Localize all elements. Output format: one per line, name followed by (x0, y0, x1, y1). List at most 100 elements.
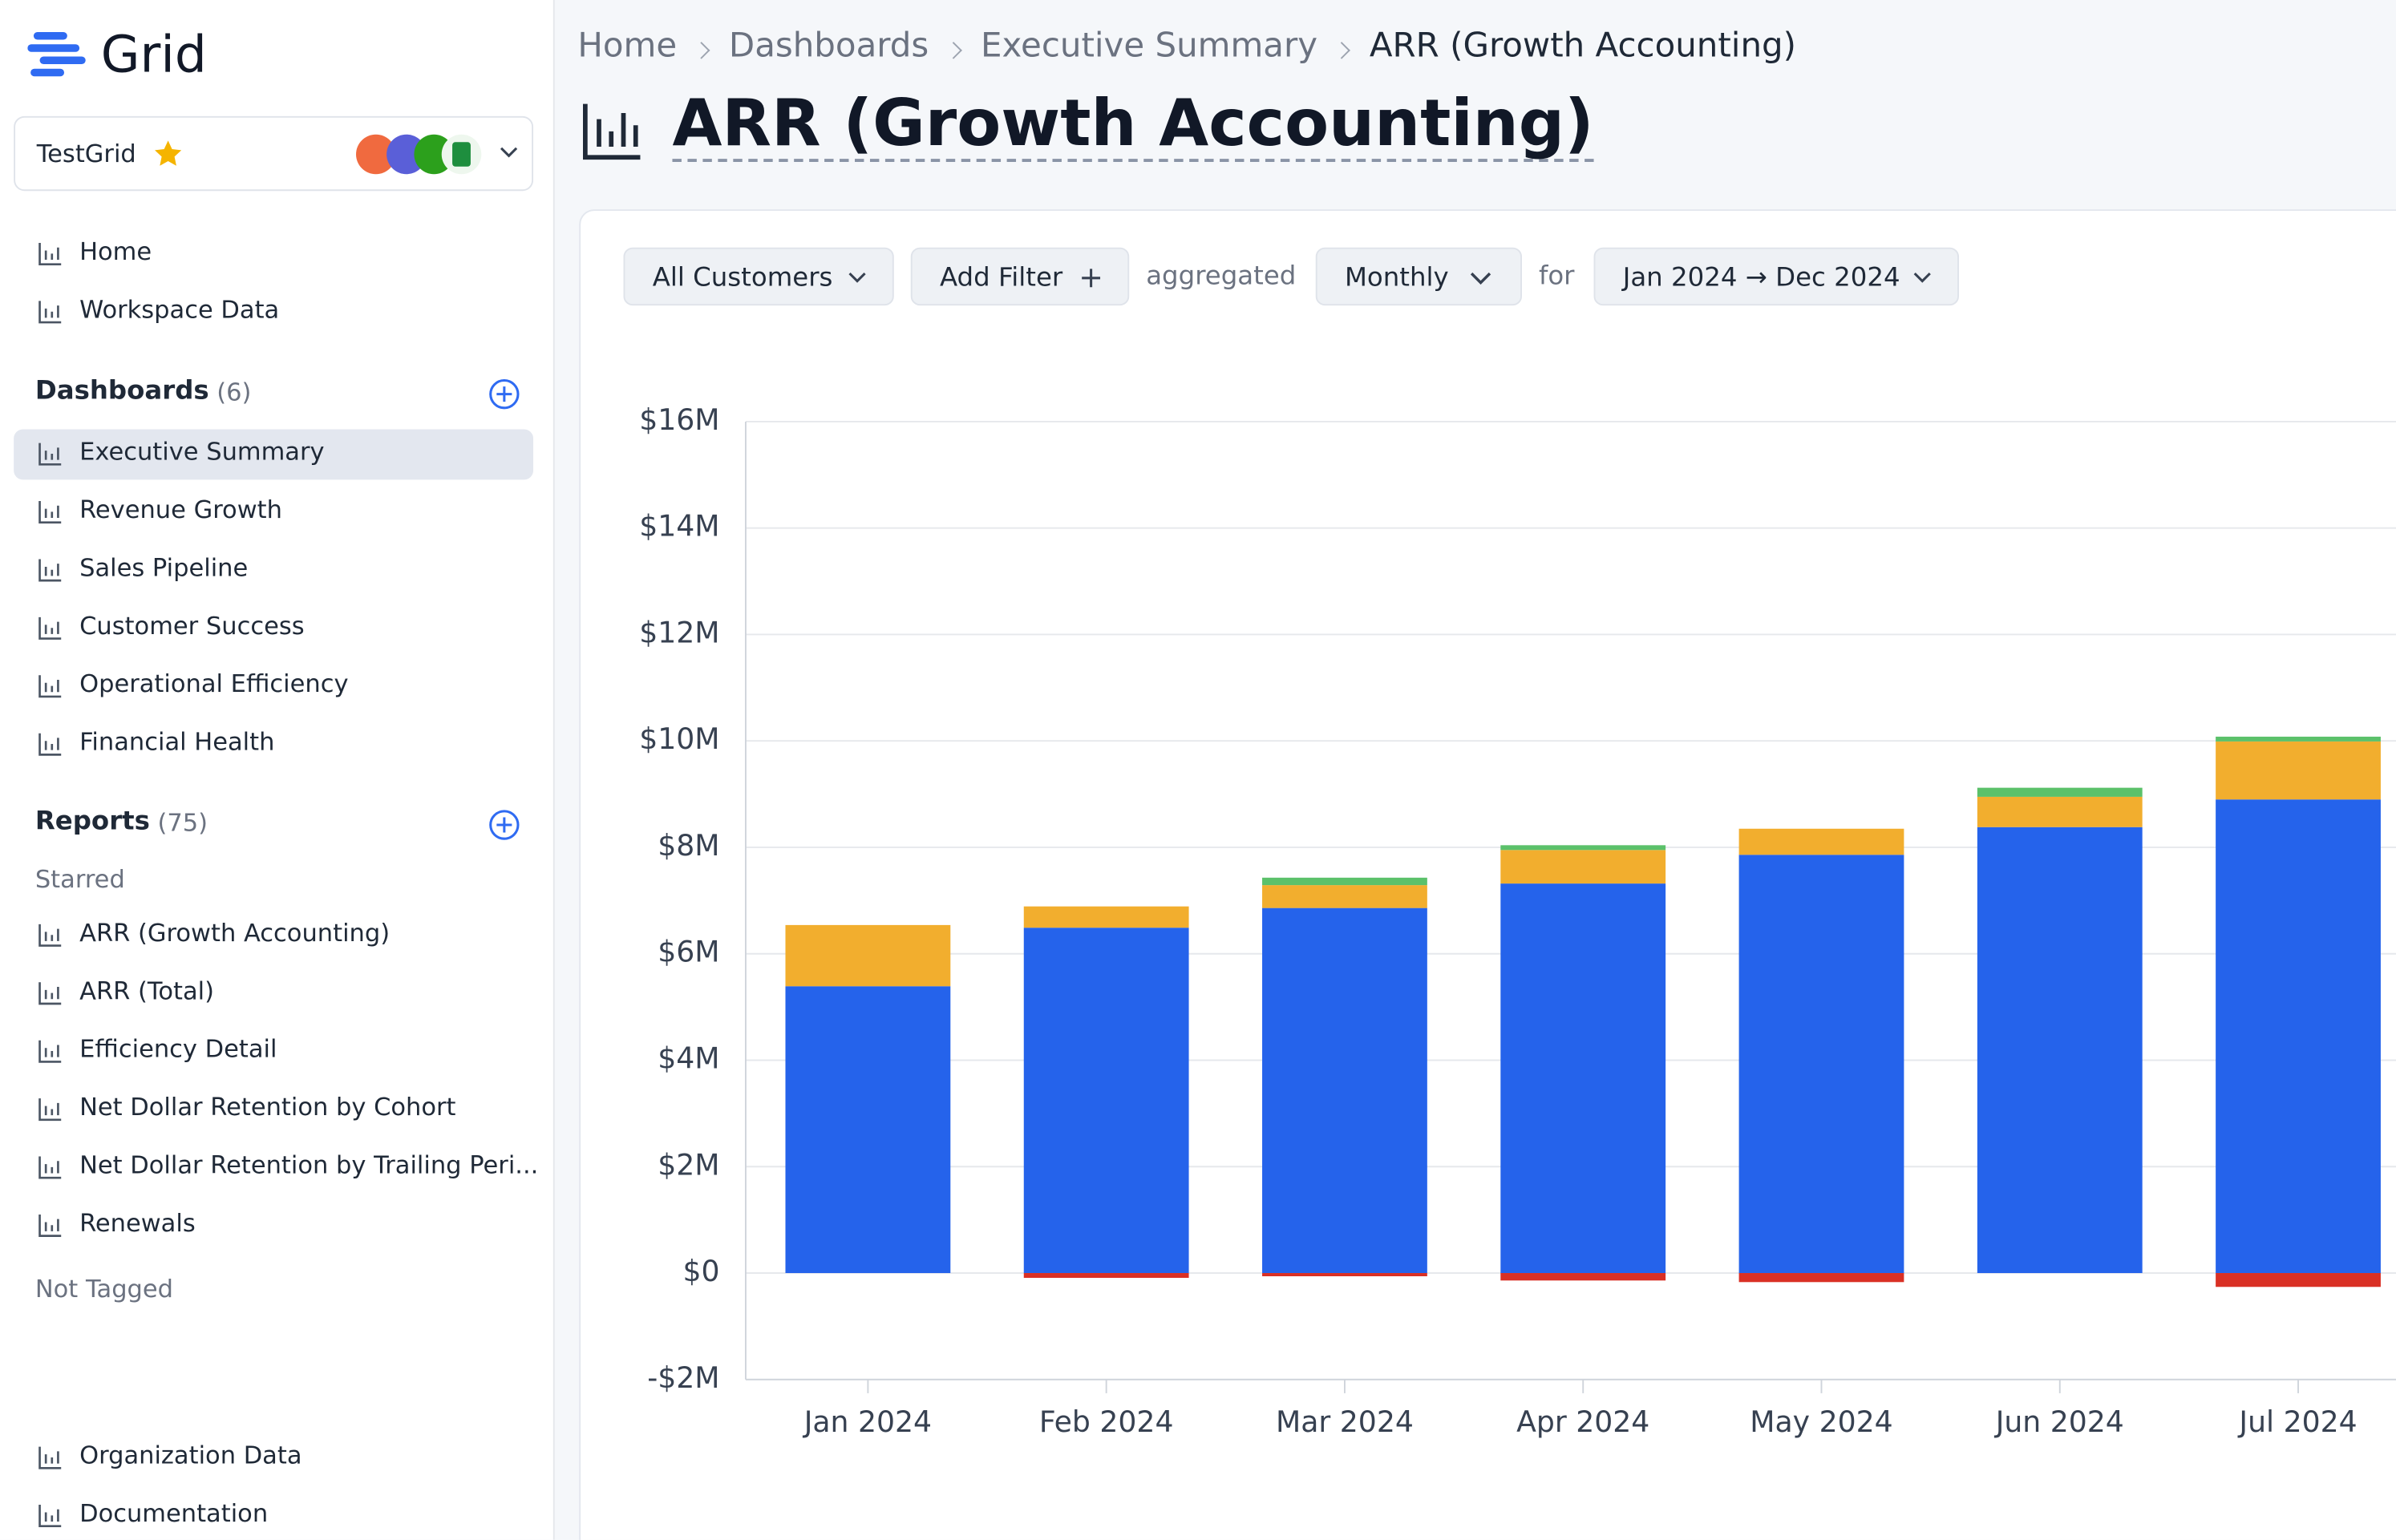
section-title: Reports (34, 806, 150, 838)
star-icon (155, 140, 182, 166)
nav-item[interactable]: ARR (Growth Accounting) (79, 918, 391, 948)
bar-segment (1500, 883, 1666, 1274)
chevron (848, 273, 866, 283)
section-count: (6) (217, 377, 252, 406)
breadcrumb-item: ARR (Growth Accounting) (1369, 27, 1797, 66)
bar-segment (2216, 736, 2381, 742)
logo-icon (27, 32, 86, 77)
breadcrumb-item[interactable]: Dashboards (728, 27, 929, 66)
group-label[interactable]: Starred (34, 864, 125, 894)
sidebar: Grid TestGrid Home Workspace Data Dashboar… (0, 0, 555, 1540)
nav-icon (38, 1156, 62, 1179)
bar-segment (1977, 787, 2143, 797)
aggregated-label: aggregated (1146, 261, 1297, 292)
x-tick-label: Jul 2024 (2237, 1405, 2357, 1439)
chevron (500, 147, 518, 158)
nav-item[interactable]: Customer Success (79, 611, 305, 641)
bar-segment (1262, 1273, 1427, 1276)
chevron (1913, 273, 1931, 283)
nav-item[interactable]: Sales Pipeline (79, 552, 249, 583)
nav-item[interactable]: Net Dollar Retention by Cohort (79, 1092, 456, 1122)
for-label: for (1538, 261, 1575, 292)
plus-icon (1082, 269, 1101, 288)
x-tick-label: Jun 2024 (1994, 1405, 2124, 1439)
nav-icon (38, 982, 62, 1005)
nav-icon (38, 616, 62, 640)
nav-item[interactable]: Operational Efficiency (79, 669, 349, 698)
nav-icon (38, 924, 62, 947)
workspace-name: TestGrid (36, 139, 136, 168)
bar-segment (1977, 827, 2143, 1274)
nav-icon (38, 1214, 62, 1237)
nav-icon (38, 1098, 62, 1122)
period-select[interactable]: Monthly (1315, 247, 1522, 306)
nav-icon (38, 1446, 62, 1469)
bar-segment (1023, 928, 1189, 1274)
add-filter-label: Add Filter (939, 262, 1063, 293)
y-tick-label: $0 (682, 1254, 719, 1288)
date-range-label: Jan 2024 → Dec 2024 (1622, 262, 1900, 293)
brand: Grid (100, 24, 207, 84)
breadcrumb-item[interactable]: Home (577, 27, 678, 66)
nav-item[interactable]: Financial Health (79, 727, 275, 757)
bar-segment (2216, 1273, 2381, 1287)
bar-segment (785, 924, 951, 987)
nav-icon (38, 1040, 62, 1063)
nav-item[interactable]: ARR (Total) (79, 976, 215, 1005)
bar-segment (1262, 907, 1427, 1274)
bar-segment (1500, 850, 1666, 884)
nav-item[interactable]: Documentation (79, 1498, 269, 1528)
nav-item[interactable]: Executive Summary (79, 437, 325, 467)
x-tick-label: Feb 2024 (1039, 1405, 1174, 1439)
nav-icon (38, 501, 62, 524)
date-range-select[interactable]: Jan 2024 → Dec 2024 (1593, 247, 1959, 306)
y-tick-label: $6M (658, 935, 719, 969)
segment-label: All Customers (652, 262, 833, 293)
nav-icon (38, 559, 62, 582)
x-tick-label: Jan 2024 (803, 1405, 932, 1439)
bar-segment (1738, 1273, 1904, 1283)
bar-segment (1500, 1273, 1666, 1281)
nav-item[interactable]: Home (79, 236, 152, 266)
nav-item[interactable]: Net Dollar Retention by Trailing Peri... (79, 1150, 539, 1180)
bar-segment (1262, 877, 1427, 886)
bar-segment (1738, 855, 1904, 1274)
chart-icon (582, 103, 641, 160)
y-tick-label: $8M (658, 828, 719, 863)
nav-item[interactable]: Efficiency Detail (79, 1034, 277, 1064)
add-button[interactable] (488, 808, 521, 842)
bar-segment (1500, 845, 1666, 851)
page-title: ARR (Growth Accounting) (672, 85, 1594, 162)
nav-icon (38, 675, 62, 698)
integration-icons (356, 134, 482, 175)
workspace-switcher[interactable]: TestGrid (14, 115, 534, 192)
breadcrumb-item[interactable]: Executive Summary (981, 27, 1318, 66)
chevron (1470, 272, 1491, 285)
bar-segment (2216, 799, 2381, 1274)
x-tick-label: May 2024 (1750, 1405, 1892, 1439)
add-filter-button[interactable]: Add Filter (910, 247, 1130, 306)
y-tick-label: $14M (639, 509, 719, 544)
nav-icon (38, 1505, 62, 1528)
section-title: Dashboards (34, 375, 209, 406)
active-highlight (14, 429, 534, 480)
period-label: Monthly (1344, 262, 1449, 293)
bar-segment (1262, 885, 1427, 908)
segment-filter[interactable]: All Customers (623, 247, 894, 306)
bar-segment (1738, 828, 1904, 855)
bar-segment (785, 986, 951, 1274)
y-tick-label: $16M (639, 402, 719, 437)
add-button[interactable] (488, 378, 521, 411)
nav-icon (38, 301, 62, 324)
nav-item[interactable]: Renewals (79, 1208, 196, 1238)
nav-item[interactable]: Workspace Data (79, 294, 280, 324)
bar-segment (2216, 741, 2381, 800)
nav-item[interactable]: Organization Data (79, 1440, 302, 1470)
bar-segment (1023, 906, 1189, 928)
group-label[interactable]: Not Tagged (34, 1274, 174, 1304)
nav-item[interactable]: Revenue Growth (79, 495, 282, 524)
nav-icon (38, 443, 62, 466)
nav-icon (38, 242, 62, 266)
